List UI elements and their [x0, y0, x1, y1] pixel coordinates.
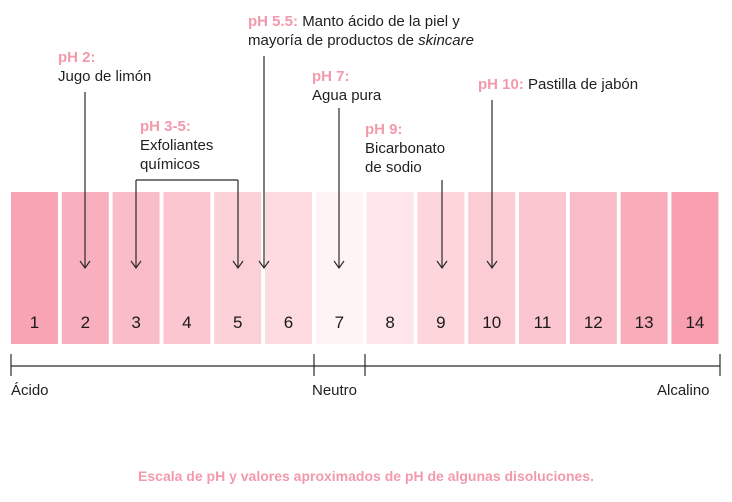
ph9-description-line2: de sodio [365, 159, 422, 176]
arrow-ph5-5 [258, 56, 270, 270]
ph2-value: pH 2: [58, 49, 96, 66]
ph-box-number-6: 6 [284, 313, 293, 332]
annotation-ph9: pH 9: Bicarbonato de sodio [365, 120, 445, 177]
ph2-description: Jugo de limón [58, 68, 152, 85]
ph3-5-value: pH 3-5: [140, 118, 191, 135]
ph9-description-line1: Bicarbonato [365, 140, 446, 157]
ph-box-12 [569, 192, 617, 344]
ph-box-14 [671, 192, 719, 344]
ph7-description: Agua pura [312, 87, 382, 104]
ph5-5-description-line1: Manto ácido de la piel y [302, 13, 460, 30]
ph5-5-description-line2: mayoría de productos de [248, 32, 419, 49]
figure-caption: Escala de pH y valores aproximados de pH… [138, 468, 594, 484]
ph5-5-value: pH 5.5: [248, 13, 299, 30]
ph-box-number-14: 14 [685, 313, 704, 332]
annotation-ph7: pH 7: Agua pura [312, 67, 381, 105]
ph9-value: pH 9: [365, 121, 403, 138]
arrow-ph5 [232, 180, 244, 270]
ph-box-number-1: 1 [30, 313, 39, 332]
annotation-ph5-5: pH 5.5: Manto ácido de la piel y mayoría… [248, 12, 474, 50]
neutral-label: Neutro [312, 382, 358, 399]
ph-box-number-11: 11 [534, 313, 552, 332]
ph-box-number-12: 12 [584, 313, 603, 332]
acid-label: Ácido [11, 382, 49, 399]
ph-box-13 [620, 192, 668, 344]
ph3-5-description-line1: Exfoliantes [140, 137, 214, 154]
ph5-5-description-emphasis: skincare [418, 32, 474, 49]
ph7-value: pH 7: [312, 68, 350, 85]
arrow-ph7 [333, 108, 345, 270]
alkaline-label: Alcalino [657, 382, 710, 399]
annotation-ph3-5: pH 3-5: Exfoliantes químicos [140, 117, 213, 174]
ph-box-4 [163, 192, 211, 344]
ph-box-number-10: 10 [482, 313, 501, 332]
ph10-description: Pastilla de jabón [528, 76, 639, 93]
ph-box-number-4: 4 [182, 313, 191, 332]
arrow-ph9 [436, 180, 448, 270]
ph-box-1 [11, 192, 58, 344]
arrow-ph3 [130, 180, 142, 270]
annotation-ph10: pH 10: Pastilla de jabón [478, 75, 638, 94]
ph-box-number-2: 2 [81, 313, 90, 332]
ph-box-number-13: 13 [635, 313, 654, 332]
ph-box-6 [265, 192, 312, 344]
ph3-5-description-line2: químicos [140, 156, 201, 173]
ph-box-number-5: 5 [233, 313, 242, 332]
ph-box-number-8: 8 [385, 313, 394, 332]
annotation-ph2: pH 2: Jugo de limón [58, 48, 151, 86]
ph-box-9 [417, 192, 465, 344]
ph-box-number-3: 3 [131, 313, 140, 332]
ph10-value: pH 10: [478, 76, 524, 93]
ph-box-number-9: 9 [436, 313, 445, 332]
ph-box-number-7: 7 [335, 313, 344, 332]
arrow-ph10 [486, 100, 498, 270]
ph-box-11 [519, 192, 566, 344]
arrow-ph2 [79, 92, 91, 270]
ph-box-8 [366, 192, 414, 344]
